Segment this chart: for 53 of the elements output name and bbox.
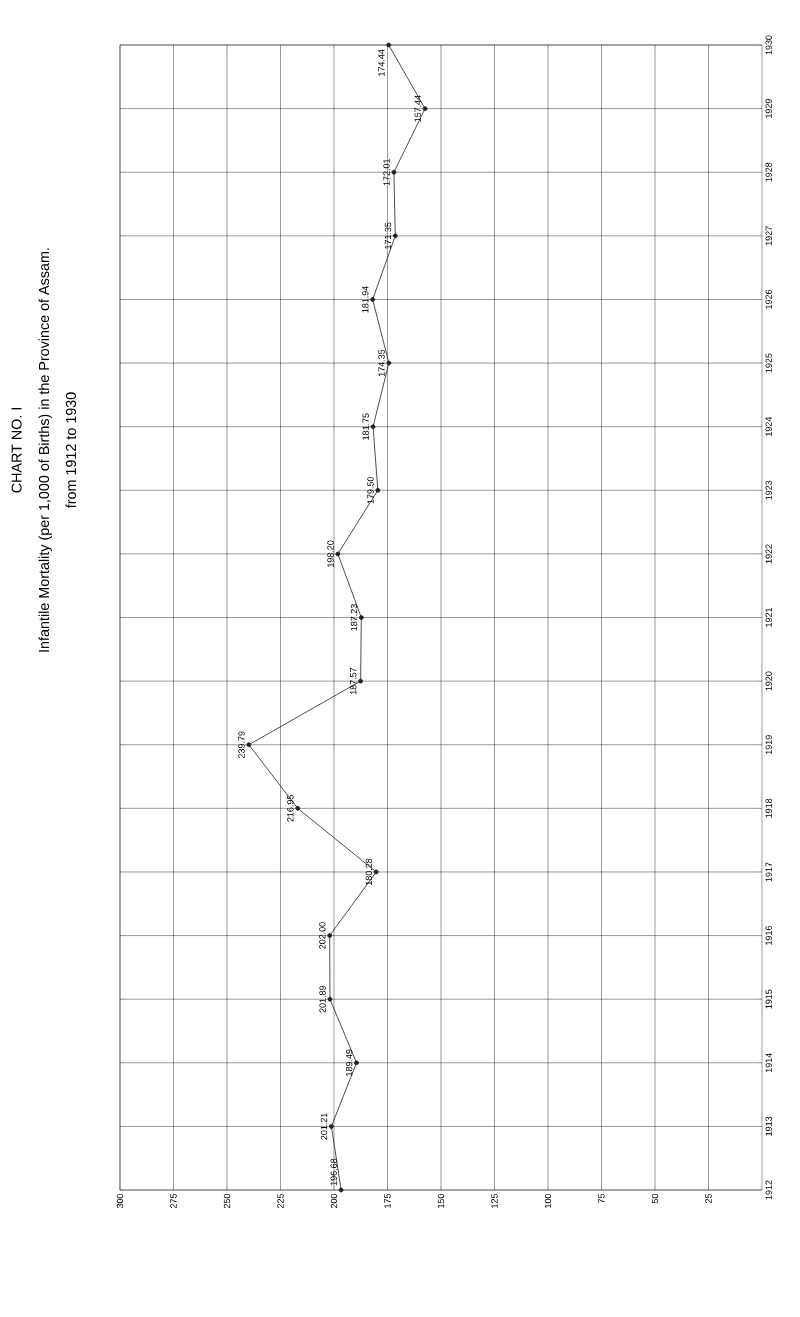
y-tick-label: 1930 xyxy=(765,35,772,55)
data-label: 201.89 xyxy=(319,985,326,1013)
data-label: 181.94 xyxy=(362,286,369,313)
y-tick-label: 1924 xyxy=(765,416,772,436)
x-tick-label: 225 xyxy=(277,1193,284,1209)
x-tick-label: 200 xyxy=(330,1193,338,1209)
x-tick-label: 75 xyxy=(598,1193,605,1204)
data-label: 171.35 xyxy=(384,222,392,249)
data-label: 216.95 xyxy=(287,795,294,822)
data-label: 196.68 xyxy=(330,1158,337,1186)
y-tick-label: 1929 xyxy=(765,99,772,118)
y-tick-label: 1913 xyxy=(765,1116,772,1136)
y-tick-label: 1928 xyxy=(765,162,772,182)
x-tick-label: 125 xyxy=(491,1193,498,1208)
text: from 1912 to 1930 xyxy=(65,392,77,509)
y-tick-label: 1912 xyxy=(765,1180,772,1200)
data-label: 202.00 xyxy=(319,922,326,949)
data-label: 180.28 xyxy=(365,858,373,885)
x-tick-label: 300 xyxy=(116,1193,124,1209)
x-tick-label: 50 xyxy=(651,1193,659,1204)
x-tick-label: 150 xyxy=(437,1193,445,1208)
y-tick-label: 1925 xyxy=(765,353,772,373)
data-label: 157.44 xyxy=(414,95,421,122)
data-label: 174.35 xyxy=(378,349,385,377)
y-tick-label: 1919 xyxy=(765,735,772,755)
x-tick-label: 275 xyxy=(170,1193,177,1209)
data-label: 189.49 xyxy=(345,1049,353,1076)
y-tick-label: 1916 xyxy=(765,925,772,945)
y-tick-label: 1927 xyxy=(765,226,772,246)
y-tick-label: 1917 xyxy=(765,862,772,882)
data-label: 198.20 xyxy=(327,540,334,567)
x-tick-label: 25 xyxy=(705,1193,712,1204)
data-label: 172.01 xyxy=(383,158,390,186)
data-label: 239.79 xyxy=(238,731,245,758)
data-label: 181.75 xyxy=(362,413,369,440)
data-label: 201.21 xyxy=(320,1113,328,1140)
y-tick-label: 1923 xyxy=(765,480,772,500)
text: CHART NO. I xyxy=(11,408,22,493)
y-tick-label: 1920 xyxy=(765,671,772,691)
x-tick-label: 250 xyxy=(223,1193,231,1209)
data-label: 179.50 xyxy=(367,476,374,504)
data-label: 187.57 xyxy=(350,667,357,695)
y-tick-label: 1918 xyxy=(765,798,772,818)
x-tick-label: 100 xyxy=(544,1193,552,1208)
x-tick-label: 175 xyxy=(384,1193,391,1208)
y-tick-label: 1922 xyxy=(765,544,772,564)
y-tick-label: 1921 xyxy=(765,607,772,627)
data-label: 187.23 xyxy=(350,604,358,631)
y-tick-label: 1926 xyxy=(765,289,772,309)
text: Infantile Mortality (per 1,000 of Births) in the Province of Assam. xyxy=(38,248,52,652)
y-tick-label: 1915 xyxy=(765,989,772,1009)
data-label: 174.44 xyxy=(378,49,385,76)
y-tick-label: 1914 xyxy=(765,1053,772,1073)
